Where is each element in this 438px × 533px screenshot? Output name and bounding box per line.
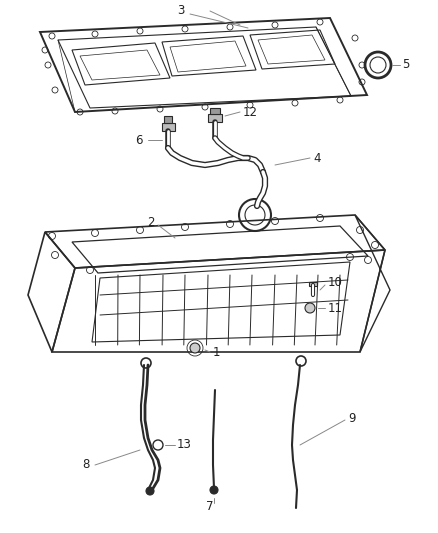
Text: 3: 3 bbox=[178, 4, 185, 18]
Text: 1: 1 bbox=[213, 346, 220, 359]
Polygon shape bbox=[309, 282, 317, 286]
Circle shape bbox=[305, 303, 315, 313]
Circle shape bbox=[146, 487, 154, 495]
Circle shape bbox=[210, 486, 218, 494]
Text: 5: 5 bbox=[402, 59, 410, 71]
Text: 7: 7 bbox=[206, 499, 214, 513]
Text: 2: 2 bbox=[148, 215, 155, 229]
Text: 12: 12 bbox=[243, 106, 258, 118]
Polygon shape bbox=[208, 114, 222, 122]
Polygon shape bbox=[210, 108, 220, 114]
Text: 9: 9 bbox=[348, 411, 356, 424]
Text: 8: 8 bbox=[83, 458, 90, 472]
Text: 6: 6 bbox=[135, 133, 143, 147]
Text: 10: 10 bbox=[328, 277, 343, 289]
Polygon shape bbox=[162, 123, 175, 131]
Circle shape bbox=[190, 343, 200, 353]
Text: 13: 13 bbox=[177, 439, 192, 451]
Text: 11: 11 bbox=[328, 302, 343, 314]
Text: 4: 4 bbox=[313, 151, 321, 165]
Polygon shape bbox=[164, 116, 172, 123]
